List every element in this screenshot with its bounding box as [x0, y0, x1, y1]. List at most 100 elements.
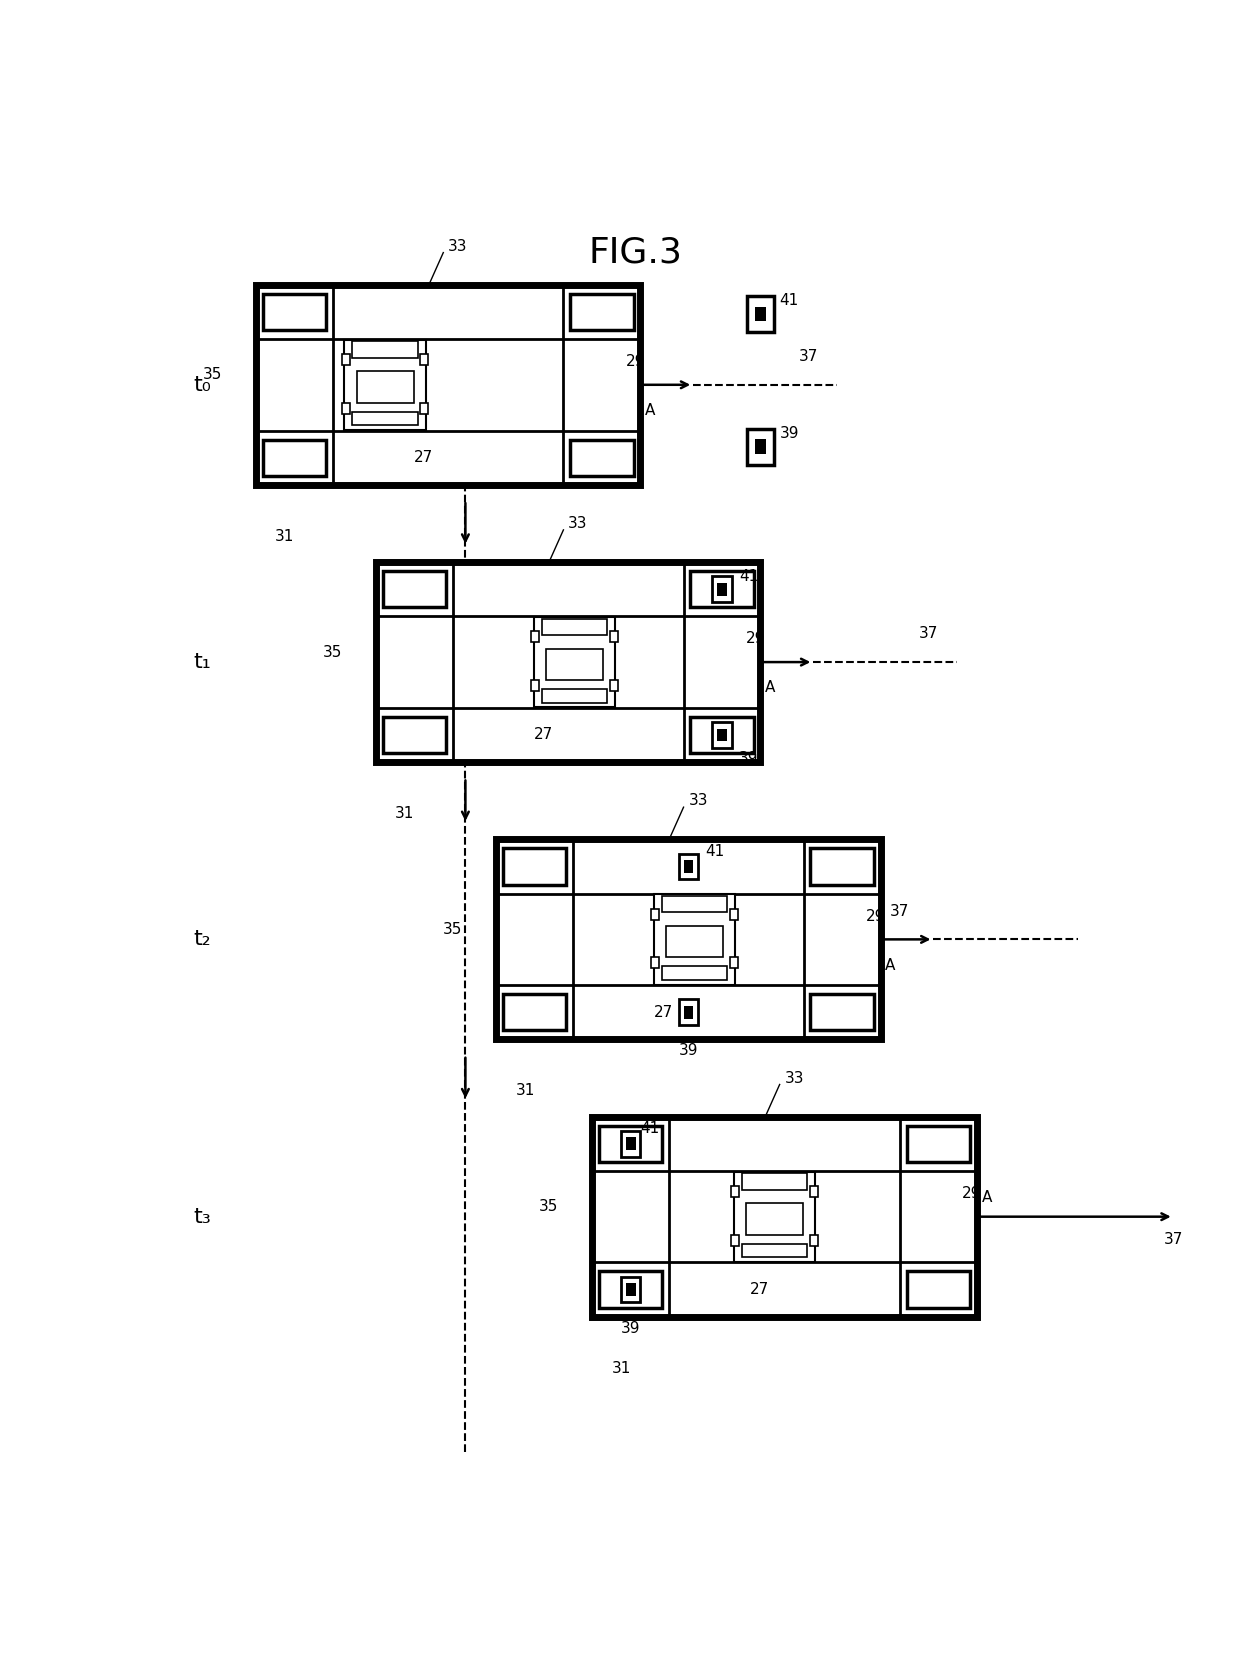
Bar [542, 688, 608, 704]
Bar [621, 1276, 640, 1303]
Bar [503, 995, 567, 1030]
Bar [599, 1126, 662, 1162]
Text: 39: 39 [780, 427, 799, 441]
Bar [746, 296, 774, 332]
Bar [533, 616, 615, 707]
Bar [691, 571, 754, 608]
Bar [420, 353, 429, 365]
Bar [810, 1186, 818, 1198]
Bar [651, 958, 660, 968]
Bar [662, 966, 728, 980]
Bar [352, 412, 418, 425]
Bar [263, 293, 326, 330]
Text: 41: 41 [739, 570, 759, 585]
Bar [593, 1117, 977, 1317]
Bar [263, 439, 326, 476]
Bar [383, 717, 446, 754]
Bar [729, 958, 738, 968]
Text: 35: 35 [203, 367, 222, 382]
Text: A: A [982, 1189, 992, 1204]
Text: 35: 35 [443, 921, 463, 936]
Text: A: A [885, 958, 895, 973]
Text: 27: 27 [413, 451, 433, 466]
Text: 29: 29 [626, 353, 645, 368]
Bar [811, 995, 874, 1030]
Text: 33: 33 [448, 238, 467, 253]
Bar [906, 1271, 970, 1308]
Text: 33: 33 [568, 516, 588, 531]
Bar [755, 439, 766, 454]
Bar [542, 618, 608, 635]
Bar [255, 285, 640, 484]
Text: 27: 27 [653, 1005, 673, 1020]
Bar [352, 342, 418, 358]
Bar [811, 849, 874, 884]
Bar [678, 854, 698, 879]
Text: 37: 37 [890, 903, 909, 918]
Text: t₁: t₁ [193, 652, 211, 672]
Bar [651, 908, 660, 920]
Bar [503, 849, 567, 884]
Bar [610, 631, 618, 642]
Bar [345, 340, 427, 430]
Bar [570, 439, 634, 476]
Text: 33: 33 [688, 794, 708, 809]
Bar [626, 1283, 635, 1296]
Bar [357, 372, 414, 404]
Bar [626, 1137, 635, 1151]
Text: 39: 39 [678, 1044, 698, 1059]
Bar [420, 404, 429, 414]
Text: t₀: t₀ [193, 375, 211, 395]
Bar [746, 1203, 804, 1234]
Text: 41: 41 [780, 293, 799, 308]
Bar [342, 353, 350, 365]
Text: 41: 41 [640, 1121, 660, 1136]
Bar [712, 576, 732, 601]
Bar [599, 1271, 662, 1308]
Bar [570, 293, 634, 330]
Bar [810, 1234, 818, 1246]
Text: 31: 31 [611, 1360, 631, 1375]
Bar [496, 839, 880, 1038]
Bar [376, 563, 760, 762]
Bar [906, 1126, 970, 1162]
Bar [755, 307, 766, 322]
Text: 35: 35 [322, 645, 342, 660]
Text: A: A [765, 680, 775, 695]
Text: 27: 27 [533, 727, 553, 742]
Bar [342, 404, 350, 414]
Bar [383, 571, 446, 608]
Bar [732, 1234, 739, 1246]
Bar [742, 1174, 807, 1189]
Bar [531, 680, 539, 692]
Bar [653, 894, 735, 985]
Bar [691, 717, 754, 754]
Bar [717, 583, 727, 596]
Bar [621, 1131, 640, 1157]
Bar [683, 1005, 693, 1018]
Bar [729, 908, 738, 920]
Text: 29: 29 [746, 631, 765, 647]
Bar [546, 648, 603, 680]
Text: FIG.3: FIG.3 [589, 236, 682, 270]
Text: 31: 31 [275, 529, 295, 544]
Text: 39: 39 [621, 1322, 641, 1335]
Bar [734, 1171, 816, 1261]
Text: t₂: t₂ [193, 930, 211, 950]
Text: 27: 27 [750, 1281, 769, 1296]
Bar [717, 729, 727, 742]
Bar [662, 896, 728, 913]
Bar [531, 631, 539, 642]
Text: 35: 35 [539, 1199, 559, 1214]
Bar [746, 429, 774, 464]
Bar [742, 1245, 807, 1258]
Text: 37: 37 [1164, 1233, 1183, 1248]
Bar [712, 722, 732, 747]
Text: 37: 37 [919, 626, 939, 642]
Text: 33: 33 [785, 1070, 804, 1085]
Bar [683, 859, 693, 873]
Bar [666, 926, 723, 958]
Text: 29: 29 [962, 1186, 982, 1201]
Text: 29: 29 [866, 908, 885, 923]
Bar [610, 680, 618, 692]
